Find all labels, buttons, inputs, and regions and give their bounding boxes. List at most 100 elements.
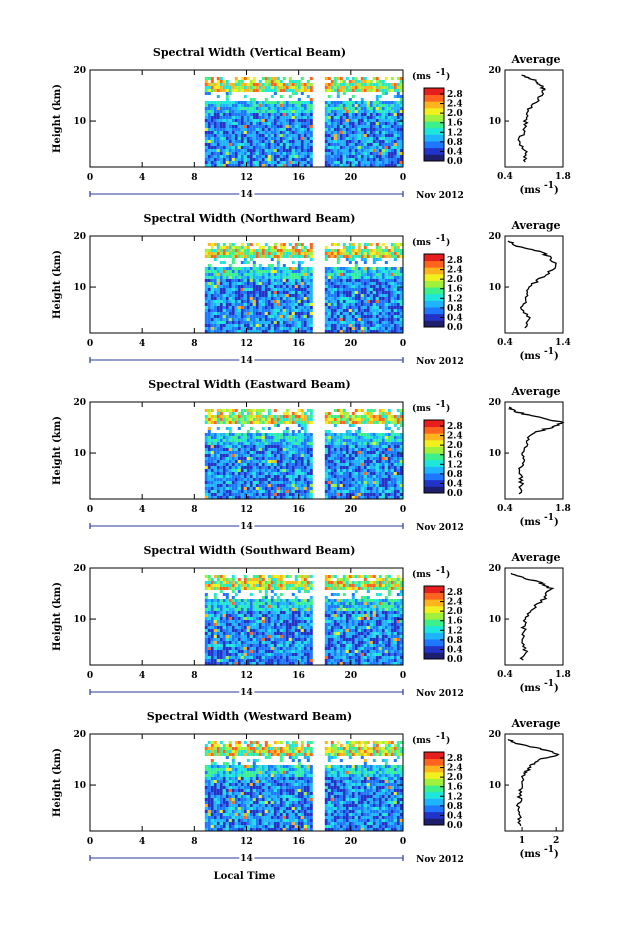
heatmap-cell bbox=[378, 107, 382, 110]
heatmap-cell bbox=[237, 128, 241, 131]
heatmap-cell bbox=[267, 475, 271, 478]
heatmap-cell bbox=[255, 493, 259, 496]
heatmap-cell bbox=[219, 436, 223, 439]
heatmap-cell bbox=[354, 418, 358, 421]
heatmap-cell bbox=[234, 312, 238, 315]
colorbar-swatch bbox=[424, 134, 444, 142]
heatmap-cell bbox=[246, 104, 250, 107]
heatmap-cell bbox=[360, 110, 364, 113]
heatmap-cell bbox=[282, 246, 286, 249]
heatmap-cell bbox=[207, 433, 211, 436]
heatmap-cell bbox=[207, 140, 211, 143]
heatmap-cell bbox=[384, 315, 388, 318]
heatmap-cell bbox=[300, 327, 304, 330]
heatmap-cell bbox=[345, 116, 349, 119]
heatmap-cell bbox=[399, 152, 403, 155]
heatmap-cell bbox=[267, 149, 271, 152]
heatmap-cell bbox=[225, 466, 229, 469]
heatmap-cell bbox=[276, 258, 280, 261]
heatmap-cell bbox=[231, 460, 235, 463]
heatmap-cell bbox=[246, 303, 250, 306]
heatmap-cell bbox=[219, 134, 223, 137]
heatmap-cell bbox=[264, 134, 268, 137]
heatmap-cell bbox=[294, 330, 298, 333]
heatmap-cell bbox=[276, 86, 280, 89]
colorbar-tick-label: 0.0 bbox=[447, 157, 463, 167]
heatmap-cell bbox=[216, 475, 220, 478]
heatmap-cell bbox=[375, 246, 379, 249]
heatmap-cell bbox=[372, 149, 376, 152]
heatmap-cell bbox=[246, 496, 250, 499]
heatmap-cell bbox=[288, 143, 292, 146]
heatmap-cell bbox=[396, 327, 400, 330]
heatmap-cell bbox=[216, 291, 220, 294]
heatmap-cell bbox=[225, 442, 229, 445]
heatmap-cell bbox=[279, 249, 283, 252]
heatmap-cell bbox=[369, 415, 373, 418]
heatmap-cell bbox=[291, 469, 295, 472]
heatmap-cell bbox=[375, 330, 379, 333]
heatmap-cell bbox=[231, 243, 235, 246]
heatmap-cell bbox=[258, 143, 262, 146]
heatmap-cell bbox=[249, 101, 253, 104]
heatmap-cell bbox=[228, 463, 232, 466]
heatmap-cell bbox=[291, 439, 295, 442]
heatmap-cell bbox=[207, 255, 211, 258]
heatmap-cell bbox=[381, 110, 385, 113]
heatmap-cell bbox=[393, 288, 397, 291]
heatmap-cell bbox=[390, 315, 394, 318]
heatmap-cell bbox=[396, 155, 400, 158]
heatmap-cell bbox=[387, 270, 391, 273]
heatmap-cell bbox=[297, 98, 301, 101]
heatmap-cell bbox=[345, 155, 349, 158]
heatmap-cell bbox=[219, 164, 223, 167]
heatmap-cell bbox=[261, 276, 265, 279]
heatmap-cell bbox=[375, 155, 379, 158]
heatmap-cell bbox=[240, 246, 244, 249]
heatmap-cell bbox=[213, 445, 217, 448]
heatmap-cell bbox=[294, 161, 298, 164]
heatmap-cell bbox=[246, 484, 250, 487]
heatmap-cell bbox=[375, 451, 379, 454]
heatmap-cell bbox=[261, 436, 265, 439]
heatmap-cell bbox=[396, 276, 400, 279]
heatmap-cell bbox=[309, 249, 313, 252]
heatmap-cell bbox=[234, 161, 238, 164]
heatmap-cell bbox=[216, 451, 220, 454]
heatmap-cell bbox=[276, 436, 280, 439]
heatmap-cell bbox=[333, 439, 337, 442]
heatmap-cell bbox=[267, 267, 271, 270]
heatmap-cell bbox=[222, 137, 226, 140]
heatmap-cell bbox=[324, 442, 328, 445]
heatmap-cell bbox=[279, 161, 283, 164]
heatmap-cell bbox=[366, 270, 370, 273]
heatmap-cell bbox=[285, 137, 289, 140]
heatmap-cell bbox=[375, 306, 379, 309]
heatmap-cell bbox=[246, 255, 250, 258]
heatmap-cell bbox=[372, 496, 376, 499]
heatmap-cell bbox=[288, 113, 292, 116]
heatmap-cell bbox=[333, 297, 337, 300]
heatmap-cell bbox=[276, 146, 280, 149]
heatmap-cell bbox=[219, 409, 223, 412]
heatmap-cell bbox=[273, 327, 277, 330]
heatmap-cell bbox=[309, 134, 313, 137]
heatmap-cell bbox=[240, 116, 244, 119]
heatmap-cell bbox=[243, 143, 247, 146]
heatmap-cell bbox=[384, 119, 388, 122]
heatmap-cell bbox=[300, 276, 304, 279]
heatmap-cell bbox=[246, 116, 250, 119]
heatmap-cell bbox=[384, 279, 388, 282]
heatmap-cell bbox=[375, 285, 379, 288]
heatmap-cell bbox=[309, 116, 313, 119]
heatmap-cell bbox=[342, 297, 346, 300]
heatmap-cell bbox=[342, 288, 346, 291]
heatmap-cell bbox=[399, 149, 403, 152]
heatmap-cell bbox=[219, 294, 223, 297]
heatmap-cell bbox=[297, 469, 301, 472]
heatmap-cell bbox=[240, 125, 244, 128]
heatmap-cell bbox=[219, 288, 223, 291]
heatmap-cell bbox=[372, 327, 376, 330]
heatmap-cell bbox=[237, 267, 241, 270]
heatmap-cell bbox=[309, 137, 313, 140]
